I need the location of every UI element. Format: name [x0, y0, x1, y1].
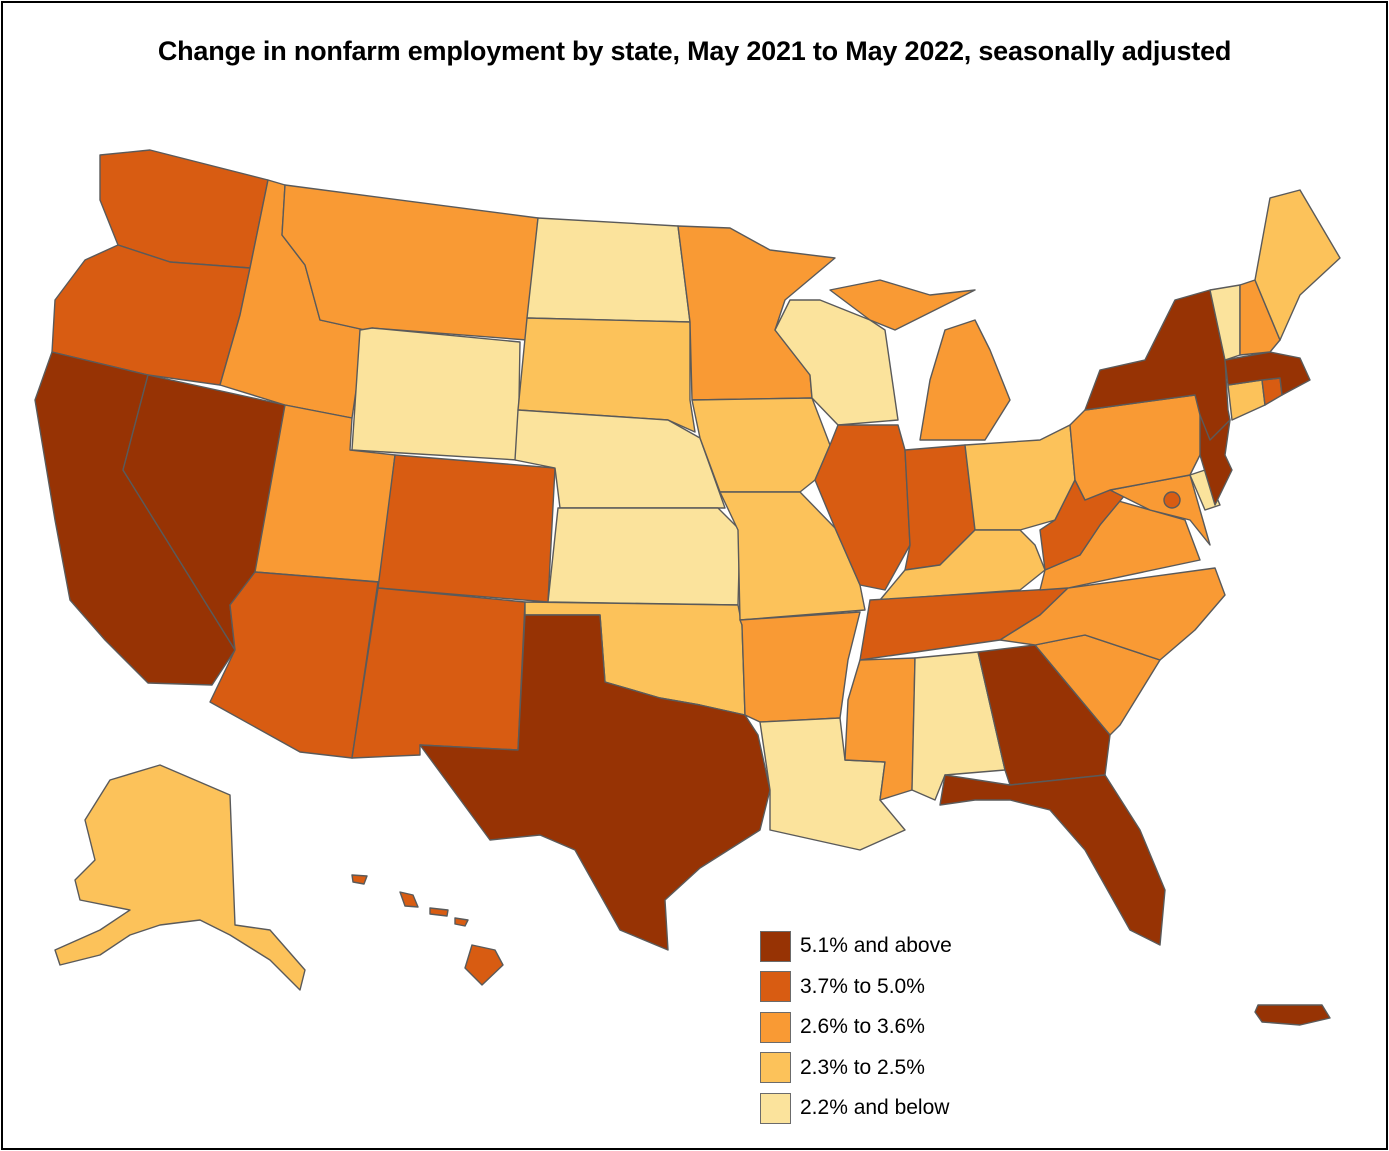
legend-item: 2.3% to 2.5% [760, 1048, 952, 1089]
map-title: Change in nonfarm employment by state, M… [157, 36, 1232, 66]
state-ia[interactable] [691, 397, 831, 493]
state-tx[interactable] [419, 614, 771, 951]
state-la[interactable] [759, 717, 906, 851]
legend-label: 2.3% to 2.5% [800, 1055, 925, 1079]
state-nm[interactable] [351, 587, 526, 759]
state-mi[interactable] [829, 279, 1011, 441]
legend-swatch [760, 1052, 791, 1084]
state-nd[interactable] [526, 217, 691, 323]
state-il[interactable] [814, 424, 911, 591]
state-ri[interactable] [1261, 377, 1283, 406]
state-hi[interactable] [351, 874, 504, 986]
legend-item: 5.1% and above [760, 926, 952, 967]
state-wi[interactable] [774, 299, 899, 426]
state-me[interactable] [1254, 189, 1341, 341]
state-or[interactable] [51, 244, 251, 386]
state-co[interactable] [377, 454, 556, 603]
state-wy[interactable] [351, 327, 521, 461]
legend-item: 2.2% and below [760, 1088, 952, 1129]
state-ak[interactable] [54, 764, 306, 991]
state-ks[interactable] [547, 507, 741, 606]
legend-swatch [760, 1092, 791, 1124]
state-ar[interactable] [739, 611, 861, 723]
legend-item: 3.7% to 5.0% [760, 967, 952, 1008]
state-pr[interactable] [1254, 1004, 1331, 1026]
legend-label: 2.2% and below [800, 1096, 950, 1120]
legend-label: 5.1% and above [800, 934, 952, 958]
state-mt[interactable] [281, 184, 539, 341]
legend-item: 2.6% to 3.6% [760, 1007, 952, 1048]
state-ny[interactable] [1084, 289, 1231, 441]
state-de[interactable] [1189, 469, 1221, 511]
legend-swatch [760, 971, 791, 1003]
state-ct[interactable] [1227, 379, 1266, 421]
state-ma[interactable] [1224, 351, 1311, 396]
state-mo[interactable] [719, 491, 866, 621]
legend-label: 2.6% to 3.6% [800, 1015, 925, 1039]
map-legend: 5.1% and above 3.7% to 5.0% 2.6% to 3.6%… [760, 926, 952, 1129]
state-dc[interactable] [1163, 491, 1181, 509]
state-nh[interactable] [1239, 279, 1281, 356]
legend-swatch [760, 1011, 791, 1043]
state-nc[interactable] [999, 567, 1226, 661]
legend-label: 3.7% to 5.0% [800, 974, 925, 998]
state-fl[interactable] [939, 774, 1166, 946]
state-az[interactable] [209, 571, 379, 759]
legend-swatch [760, 930, 791, 962]
